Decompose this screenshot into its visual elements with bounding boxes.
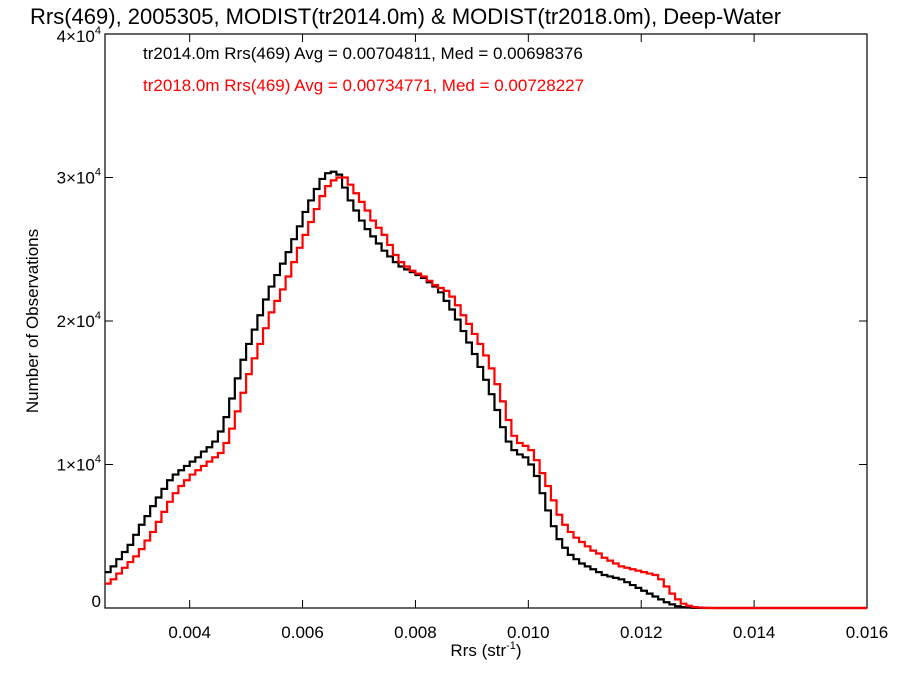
y-axis-label: Number of Observations	[23, 229, 42, 413]
x-axis-label-end: )	[516, 641, 522, 660]
y-tick-label: 4×104	[57, 25, 101, 46]
y-tick-label-main: 4×10	[57, 27, 95, 46]
x-tick-label: 0.010	[507, 623, 550, 642]
y-tick-label: 3×104	[57, 167, 101, 188]
x-tick-label: 0.006	[281, 623, 324, 642]
y-tick-label-exponent: 4	[95, 167, 101, 179]
histogram-series-1	[105, 176, 867, 610]
x-tick-label: 0.014	[733, 623, 776, 642]
y-tick-label-main: 3×10	[57, 169, 95, 188]
histogram-series-0	[105, 170, 867, 610]
x-tick-label: 0.008	[394, 623, 437, 642]
y-tick-label: 1×104	[57, 454, 101, 475]
x-tick-label: 0.016	[846, 623, 889, 642]
x-tick-label: 0.004	[168, 623, 211, 642]
y-tick-label-exponent: 4	[95, 454, 101, 466]
x-axis-label-main: Rrs (str	[450, 641, 506, 660]
y-tick-label-main: 0	[92, 592, 101, 611]
y-tick-label-main: 1×10	[57, 456, 95, 475]
y-tick-label-exponent: 4	[95, 25, 101, 37]
y-tick-label-exponent: 4	[95, 310, 101, 322]
annotation-tr2014: tr2014.0m Rrs(469) Avg = 0.00704811, Med…	[143, 44, 583, 63]
x-tick-label: 0.012	[620, 623, 663, 642]
chart-title: Rrs(469), 2005305, MODIST(tr2014.0m) & M…	[30, 4, 781, 29]
y-tick-label-main: 2×10	[57, 312, 95, 331]
x-axis-label-sup: -1	[506, 640, 516, 652]
annotation-tr2018: tr2018.0m Rrs(469) Avg = 0.00734771, Med…	[143, 76, 584, 95]
series-lines	[105, 170, 867, 610]
y-tick-label: 0	[92, 592, 101, 611]
y-tick-label: 2×104	[57, 310, 101, 331]
x-axis-ticks: 0.004 0.006 0.008 0.010 0.012 0.014 0.016	[168, 34, 888, 642]
x-axis-label: Rrs (str-1)	[450, 640, 521, 660]
